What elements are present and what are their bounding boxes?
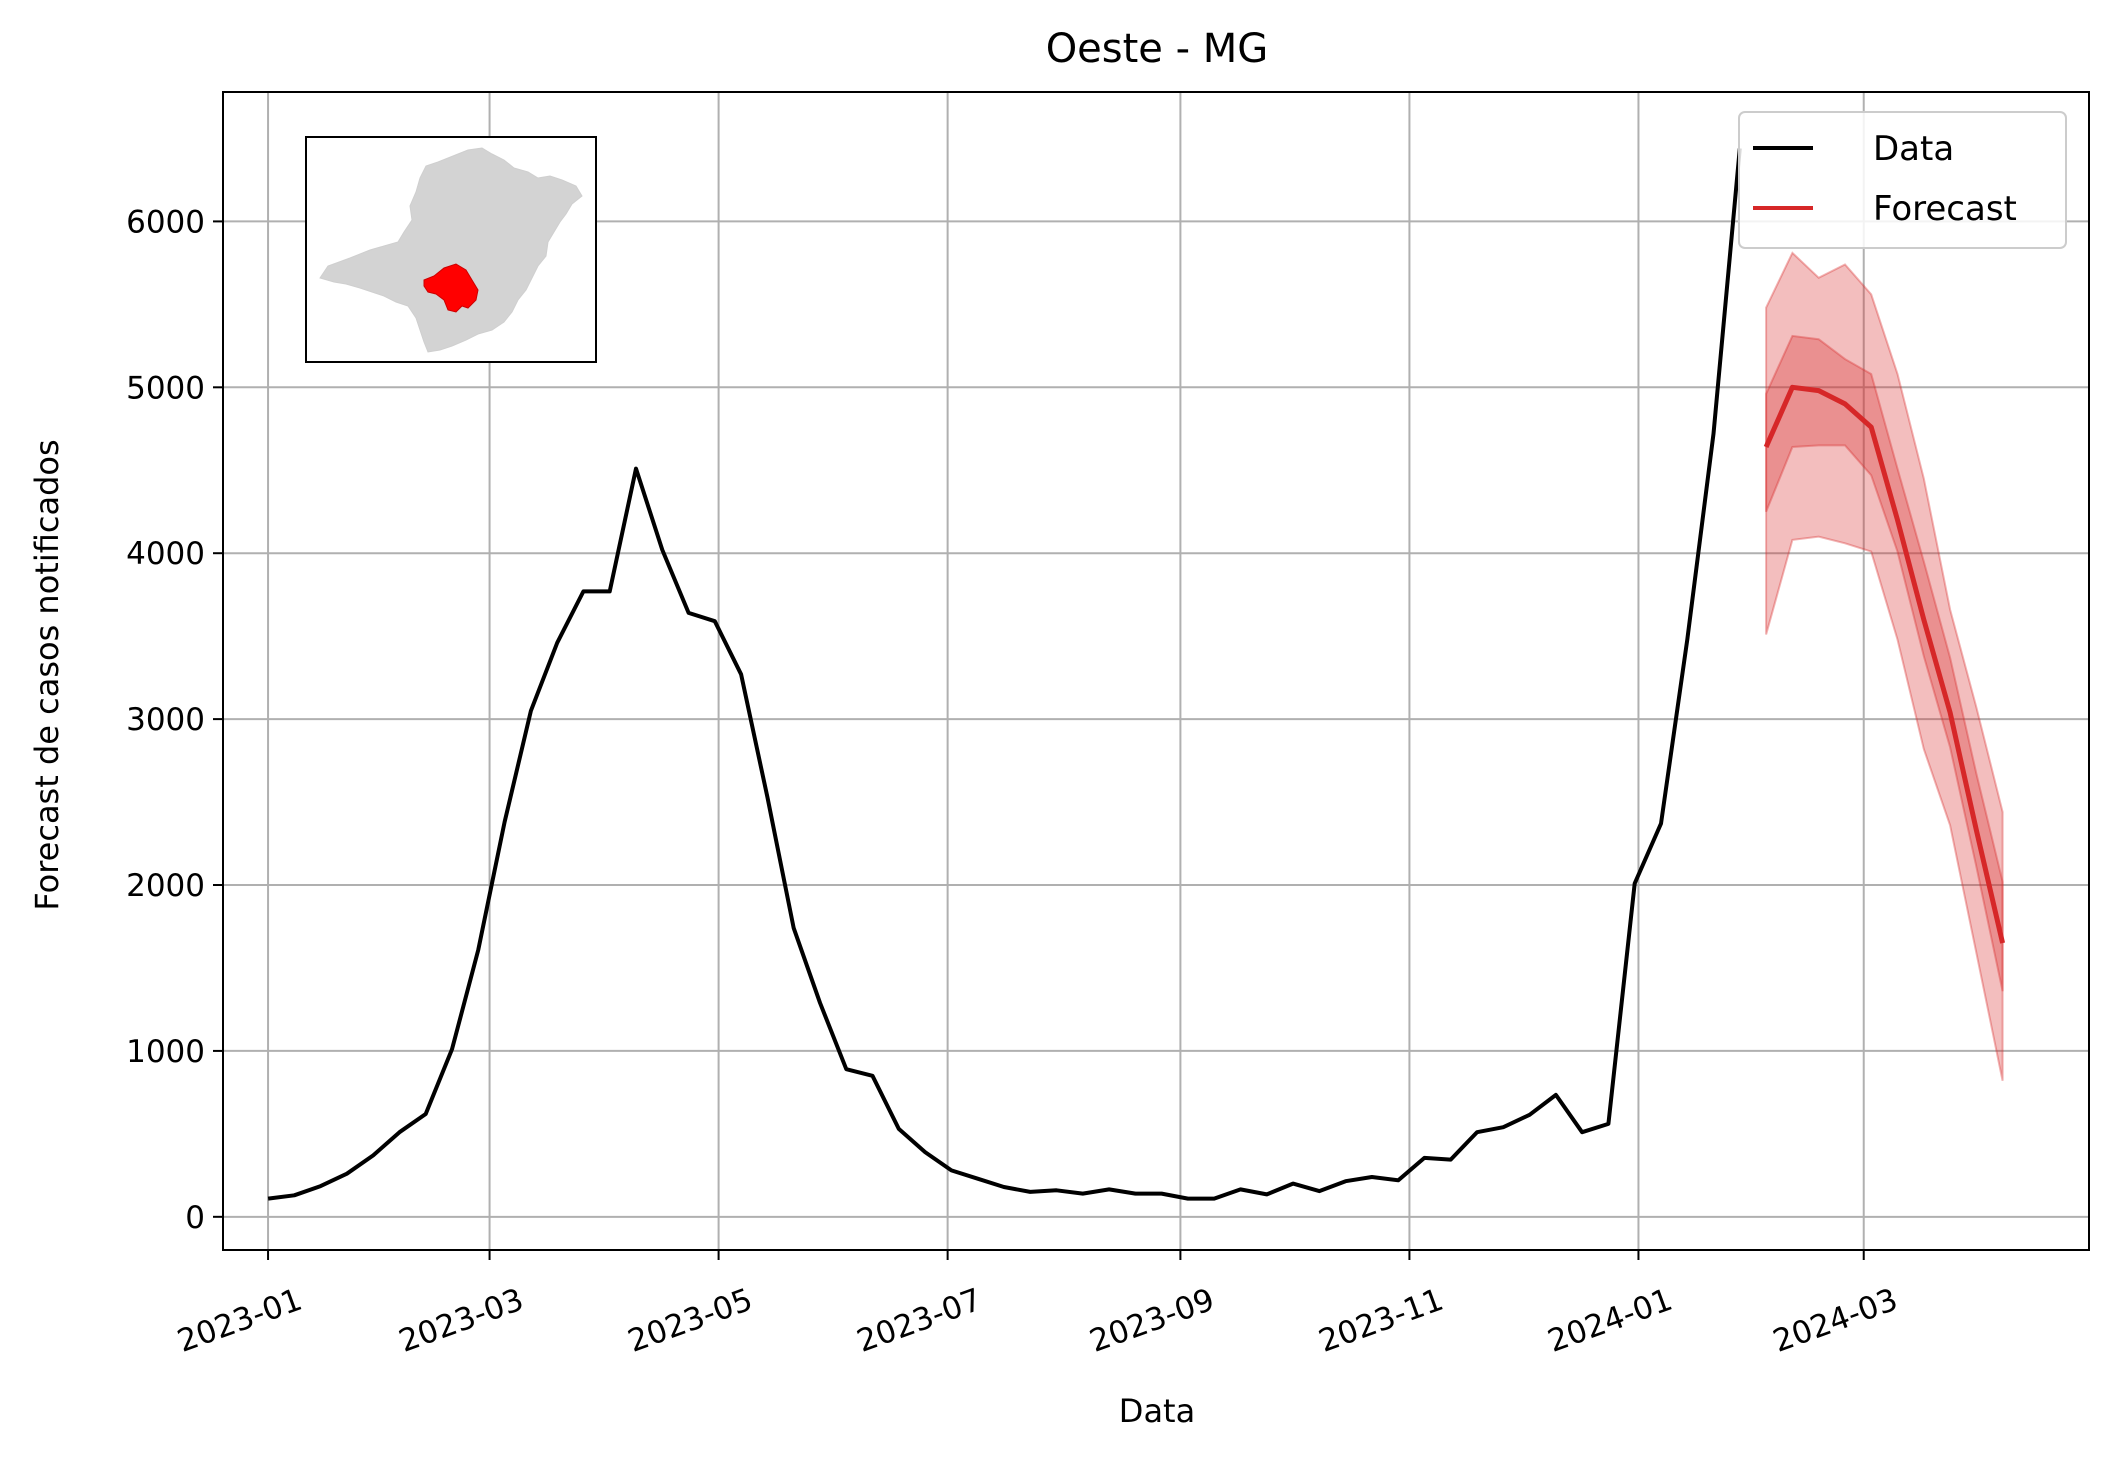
grid xyxy=(223,92,2089,1250)
region-highlight xyxy=(423,263,479,313)
y-tick-label: 4000 xyxy=(126,536,205,572)
state-map-shape xyxy=(319,147,583,353)
y-tick-label: 5000 xyxy=(126,370,205,406)
y-tick-label: 2000 xyxy=(126,868,205,904)
x-axis-label: Data xyxy=(1119,1392,1195,1430)
y-tick-label: 3000 xyxy=(126,702,205,738)
y-axis-label: Forecast de casos notificados xyxy=(28,439,66,910)
legend-box xyxy=(1738,111,2067,249)
y-tick-label: 1000 xyxy=(126,1034,205,1070)
legend-label-data: Data xyxy=(1873,129,1954,169)
forecast-series-line xyxy=(1763,384,2006,944)
data-series-line xyxy=(267,148,1742,1201)
y-tick-label: 0 xyxy=(185,1200,205,1236)
series-lines xyxy=(267,148,2006,1201)
y-tick-label: 6000 xyxy=(126,204,205,240)
legend-label-forecast: Forecast xyxy=(1873,189,2017,229)
chart-title: Oeste - MG xyxy=(1046,26,1269,72)
legend: Data Forecast xyxy=(1738,111,2067,249)
inset-map xyxy=(305,136,597,363)
forecast-band-outer xyxy=(1765,251,2004,1082)
axes-frame xyxy=(222,91,2090,1251)
